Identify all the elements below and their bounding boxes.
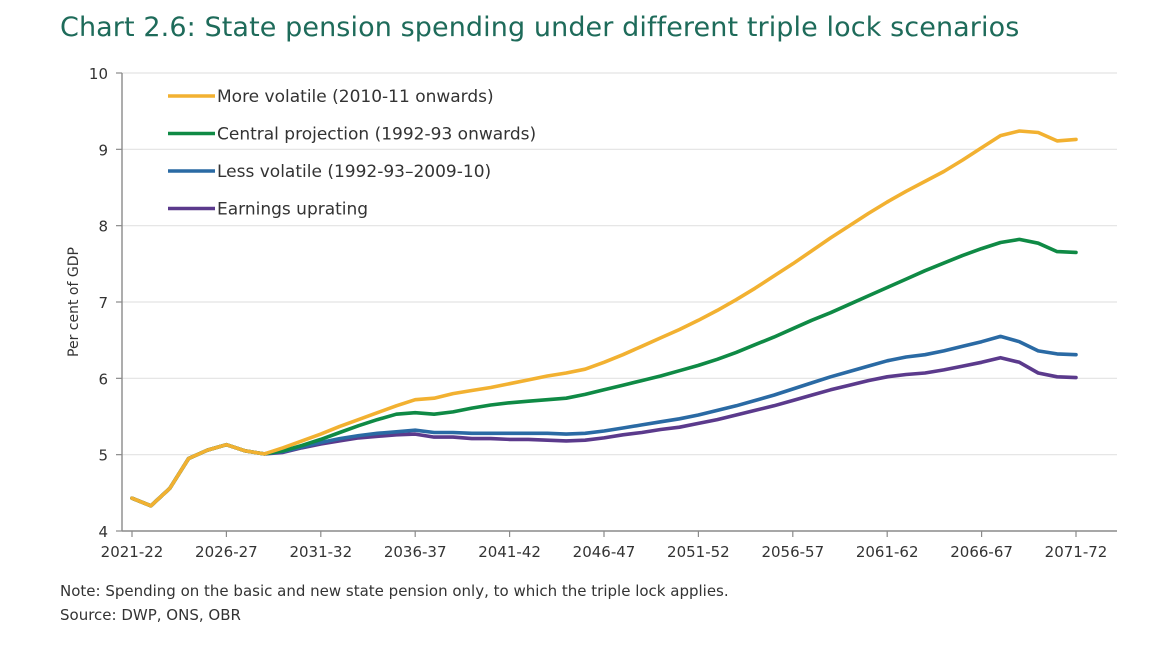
x-tick-label: 2071-72 — [1045, 543, 1108, 561]
legend-item-less-volatile-1992-93-2009-10: Less volatile (1992-93–2009-10) — [168, 162, 491, 182]
legend-label: More volatile (2010-11 onwards) — [217, 87, 494, 107]
x-tick-label: 2051-52 — [667, 543, 730, 561]
chart-source: Source: DWP, ONS, OBR — [60, 606, 241, 624]
x-tick-label: 2066-67 — [950, 543, 1013, 561]
y-tick-label: 8 — [98, 218, 108, 236]
y-tick-label: 10 — [89, 65, 108, 83]
legend-label: Less volatile (1992-93–2009-10) — [217, 162, 491, 182]
x-tick-label: 2031-32 — [289, 543, 352, 561]
y-tick-label: 6 — [98, 370, 108, 388]
legend-item-earnings-uprating: Earnings uprating — [168, 200, 368, 220]
x-axis-ticks: 2021-22 2026-27 2031-32 2036-37 2041-42 2046-… — [101, 531, 1108, 561]
x-tick-label: 2046-47 — [573, 543, 636, 561]
series-line-central-projection-1992-93-onwards — [130, 237, 1078, 508]
x-tick-label: 2021-22 — [101, 543, 164, 561]
legend-item-central-projection-1992-93-onwards: Central projection (1992-93 onwards) — [168, 125, 536, 145]
y-tick-label: 4 — [98, 523, 108, 541]
legend: More volatile (2010-11 onwards) Central p… — [168, 87, 536, 220]
gridlines — [122, 72, 1117, 456]
x-tick-label: 2061-62 — [856, 543, 919, 561]
x-tick-label: 2041-42 — [478, 543, 541, 561]
legend-item-more-volatile-2010-11-onwards: More volatile (2010-11 onwards) — [168, 87, 494, 107]
legend-label: Central projection (1992-93 onwards) — [217, 125, 536, 145]
chart-note: Note: Spending on the basic and new stat… — [60, 582, 729, 600]
y-axis-title: Per cent of GDP — [66, 247, 82, 357]
x-tick-label: 2056-57 — [761, 543, 824, 561]
y-axis-ticks: 4 5 6 7 8 9 10 — [89, 65, 122, 541]
y-tick-label: 9 — [98, 141, 108, 159]
legend-label: Earnings uprating — [217, 200, 368, 220]
x-tick-label: 2026-27 — [195, 543, 258, 561]
chart-title: Chart 2.6: State pension spending under … — [60, 12, 1020, 43]
y-tick-label: 5 — [98, 447, 108, 465]
series-line-more-volatile-2010-11-onwards — [130, 129, 1078, 508]
x-tick-label: 2036-37 — [384, 543, 447, 561]
y-tick-label: 7 — [98, 294, 108, 312]
series-lines — [130, 129, 1078, 508]
